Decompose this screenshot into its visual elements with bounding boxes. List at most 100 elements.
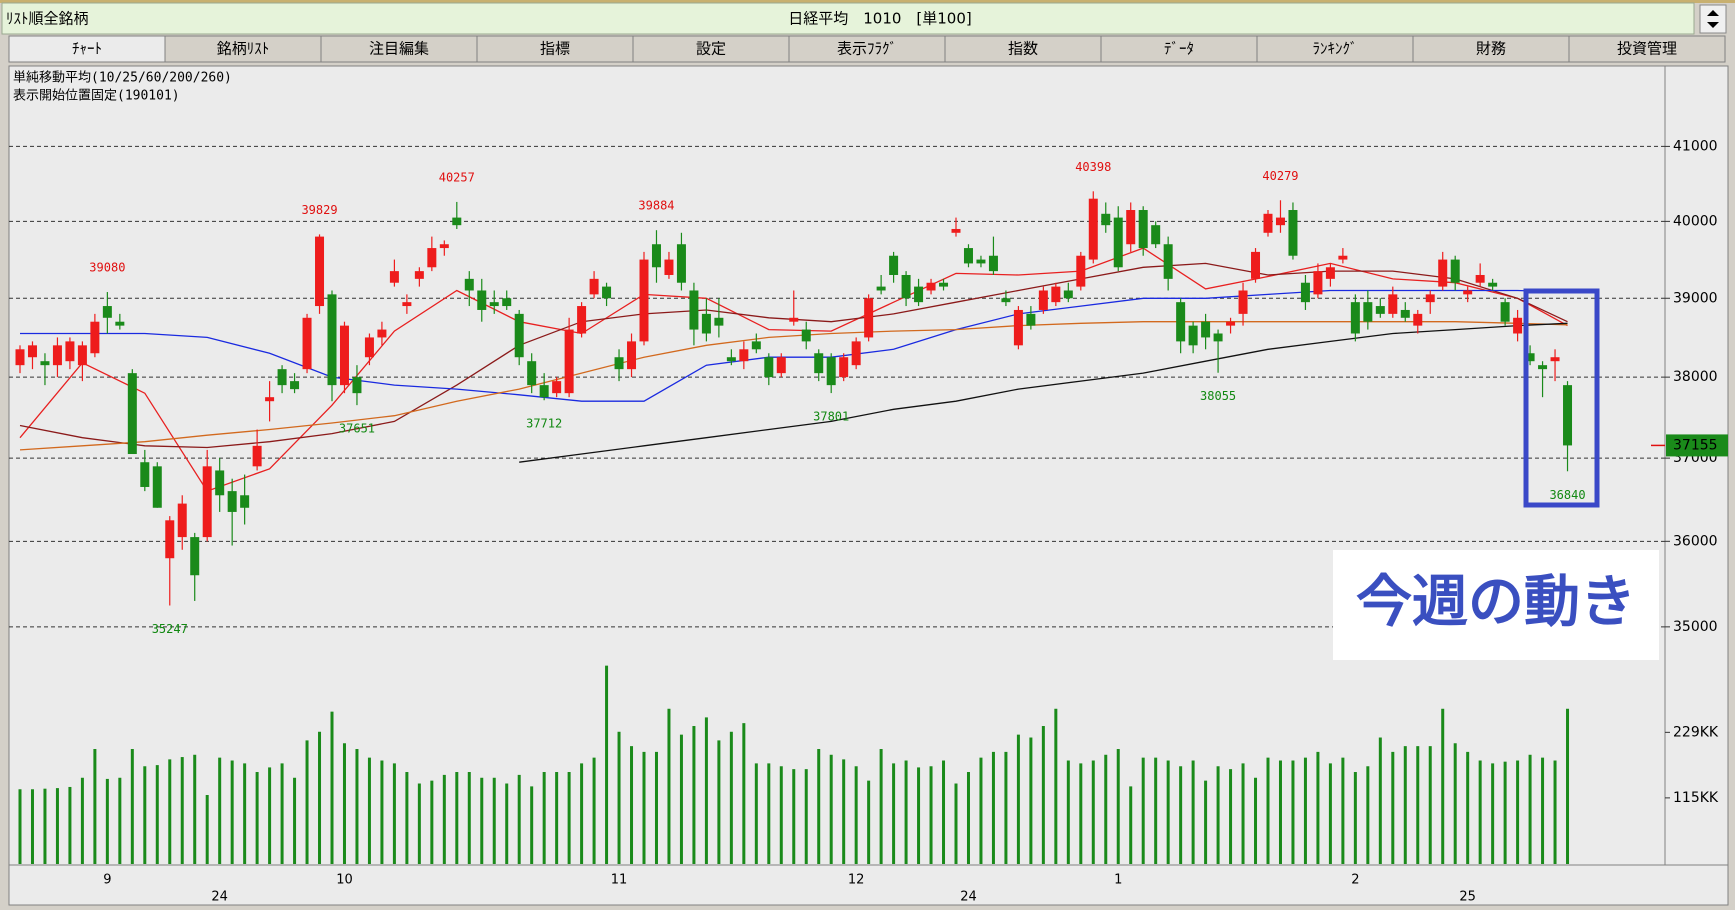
candle-body xyxy=(1151,225,1161,245)
candle-body xyxy=(152,466,162,508)
candle-body xyxy=(864,298,874,338)
tab[interactable] xyxy=(944,35,1102,63)
candle-body xyxy=(102,306,112,318)
tab[interactable] xyxy=(8,35,166,63)
candle-body xyxy=(327,294,337,386)
volume-bar xyxy=(1478,760,1482,864)
header-center: 日経平均 1010 [単100] xyxy=(788,10,972,28)
candle-body xyxy=(552,381,562,394)
candle-body xyxy=(1213,333,1223,342)
volume-bar xyxy=(118,777,122,864)
plot-area xyxy=(8,65,1666,866)
tab-label[interactable]: 投資管理 xyxy=(1617,40,1677,58)
tab-label[interactable]: ﾗﾝｷﾝｸﾞ xyxy=(1312,40,1357,58)
tab-bar: ﾁｬｰﾄ 銘柄ﾘｽﾄ 注目編集 指標 設定 表示ﾌﾗｸﾞ 指数 ﾃﾞｰﾀ ﾗﾝｷﾝｸﾞ 財務 投資管… xyxy=(8,35,1726,63)
candle-body xyxy=(1275,217,1285,226)
candle-body xyxy=(502,298,512,307)
candle-body xyxy=(751,341,761,350)
volume-bar xyxy=(1066,760,1070,864)
candle-body xyxy=(177,503,187,538)
candle-body xyxy=(90,321,100,354)
candle-body xyxy=(589,278,599,295)
spin-up[interactable] xyxy=(1707,10,1719,16)
volume-bar xyxy=(293,777,297,864)
volume-bar xyxy=(954,783,958,864)
candle-body xyxy=(1188,325,1198,346)
x-tick-label: 10 xyxy=(336,873,353,888)
candle-body xyxy=(1251,251,1261,279)
tab[interactable] xyxy=(1256,35,1414,63)
scroll-button[interactable] xyxy=(1699,4,1727,34)
volume-bar xyxy=(1403,746,1407,864)
candle-body xyxy=(1176,302,1186,342)
volume-bar xyxy=(1104,754,1108,864)
y-tick-label: 38000 xyxy=(1673,369,1718,385)
candle-body xyxy=(764,357,774,378)
y-tick-label: 36000 xyxy=(1673,533,1718,549)
volume-bar xyxy=(1428,746,1432,864)
volume-bar xyxy=(1091,760,1095,864)
tab-label[interactable]: ﾁｬｰﾄ xyxy=(72,40,102,58)
volume-bar xyxy=(205,795,209,864)
tab-label[interactable]: 指標 xyxy=(540,40,570,58)
volume-bar xyxy=(55,788,59,864)
volume-bar xyxy=(1054,708,1058,864)
y-tick-label: 39000 xyxy=(1673,290,1718,306)
volume-bar xyxy=(268,767,272,864)
volume-bar xyxy=(405,772,409,864)
chart-note: 単純移動平均(10/25/60/200/260) xyxy=(13,70,232,86)
high-label: 40257 xyxy=(439,170,475,184)
low-label: 37712 xyxy=(526,417,562,431)
volume-bar xyxy=(517,774,521,864)
overlay-box xyxy=(1333,550,1659,660)
tab[interactable] xyxy=(476,35,634,63)
low-label: 37651 xyxy=(339,422,375,436)
candle-body xyxy=(1325,267,1335,279)
candle-body xyxy=(389,271,399,283)
volume-bar xyxy=(1341,757,1345,864)
candle-body xyxy=(914,286,924,303)
volume-bar xyxy=(1366,766,1370,864)
candle-body xyxy=(851,341,861,366)
candle-body xyxy=(364,337,374,358)
candle-body xyxy=(1425,294,1435,303)
volume-bar xyxy=(842,759,846,864)
candle-body xyxy=(40,361,50,366)
volume-bar xyxy=(1141,757,1145,864)
candle-body xyxy=(65,341,75,362)
volume-bar xyxy=(180,757,184,864)
volume-bar xyxy=(605,665,609,864)
volume-bar xyxy=(1491,763,1495,864)
volume-bar xyxy=(218,757,222,864)
tab-label[interactable]: 注目編集 xyxy=(369,40,429,58)
volume-bar xyxy=(130,749,134,864)
candle-body xyxy=(1263,213,1273,233)
tab[interactable] xyxy=(1100,35,1258,63)
volume-bar xyxy=(966,772,970,864)
tab-label[interactable]: 銘柄ﾘｽﾄ xyxy=(217,40,270,58)
spin-box[interactable] xyxy=(1699,4,1727,34)
candle-body xyxy=(651,244,661,268)
volume-bar xyxy=(392,763,396,864)
candle-body xyxy=(1226,321,1236,326)
volume-bar xyxy=(1129,786,1133,864)
candle-body xyxy=(602,286,612,299)
tab[interactable] xyxy=(1568,35,1726,63)
candle-body xyxy=(1338,255,1348,260)
volume-bar xyxy=(1166,760,1170,864)
candle-body xyxy=(976,259,986,264)
spin-down[interactable] xyxy=(1707,22,1719,28)
candle-body xyxy=(1101,213,1111,226)
candle-body xyxy=(1238,290,1248,314)
volume-bar xyxy=(193,754,197,864)
candle-body xyxy=(1388,294,1398,314)
candle-body xyxy=(814,353,824,374)
volume-bar xyxy=(804,769,808,864)
tab-label[interactable]: 設定 xyxy=(696,40,726,58)
tab-label[interactable]: 財務 xyxy=(1476,40,1506,58)
tab-label[interactable]: ﾃﾞｰﾀ xyxy=(1164,40,1194,58)
tab-label[interactable]: 表示ﾌﾗｸﾞ xyxy=(837,40,897,58)
volume-bar xyxy=(867,780,871,864)
highlight-box xyxy=(1523,288,1600,508)
tab-label[interactable]: 指数 xyxy=(1008,40,1038,58)
